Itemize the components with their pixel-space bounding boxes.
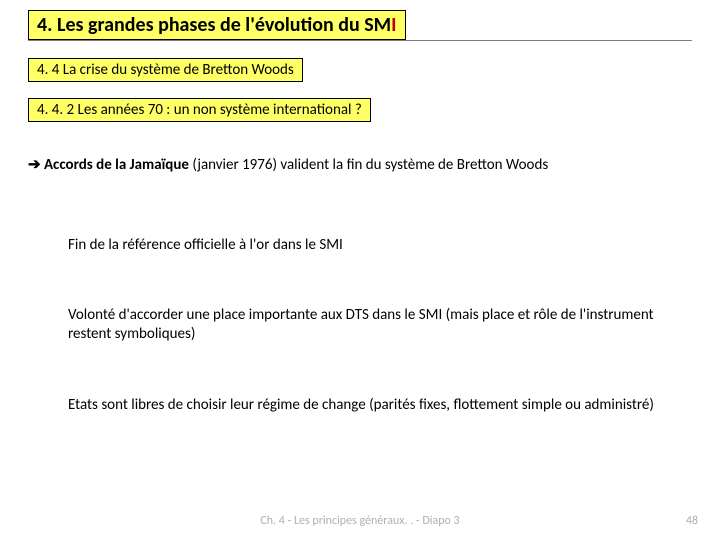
title-highlight: I xyxy=(391,13,396,37)
title-main: 4. Les grandes phases de l'évolution du … xyxy=(37,13,391,37)
list-item: Volonté d'accorder une place importante … xyxy=(68,306,668,344)
main-bullet: ➔ Accords de la Jamaïque (janvier 1976) … xyxy=(28,156,692,175)
bullet-rest: (janvier 1976) valident la fin du systèm… xyxy=(189,156,548,174)
slide-title: 4. Les grandes phases de l'évolution du … xyxy=(28,10,406,40)
list-item: Fin de la référence officielle à l'or da… xyxy=(68,236,668,255)
bullet-bold: Accords de la Jamaïque xyxy=(41,156,189,174)
arrow-icon: ➔ xyxy=(28,156,41,174)
subheading-2: 4. 4. 2 Les années 70 : un non système i… xyxy=(28,98,371,122)
subheading-1: 4. 4 La crise du système de Bretton Wood… xyxy=(28,58,303,82)
footer-center: Ch. 4 - Les principes généraux. . - Diap… xyxy=(0,514,720,528)
page-number: 48 xyxy=(686,514,698,528)
list-item: Etats sont libres de choisir leur régime… xyxy=(68,396,668,415)
title-underline xyxy=(28,40,692,41)
